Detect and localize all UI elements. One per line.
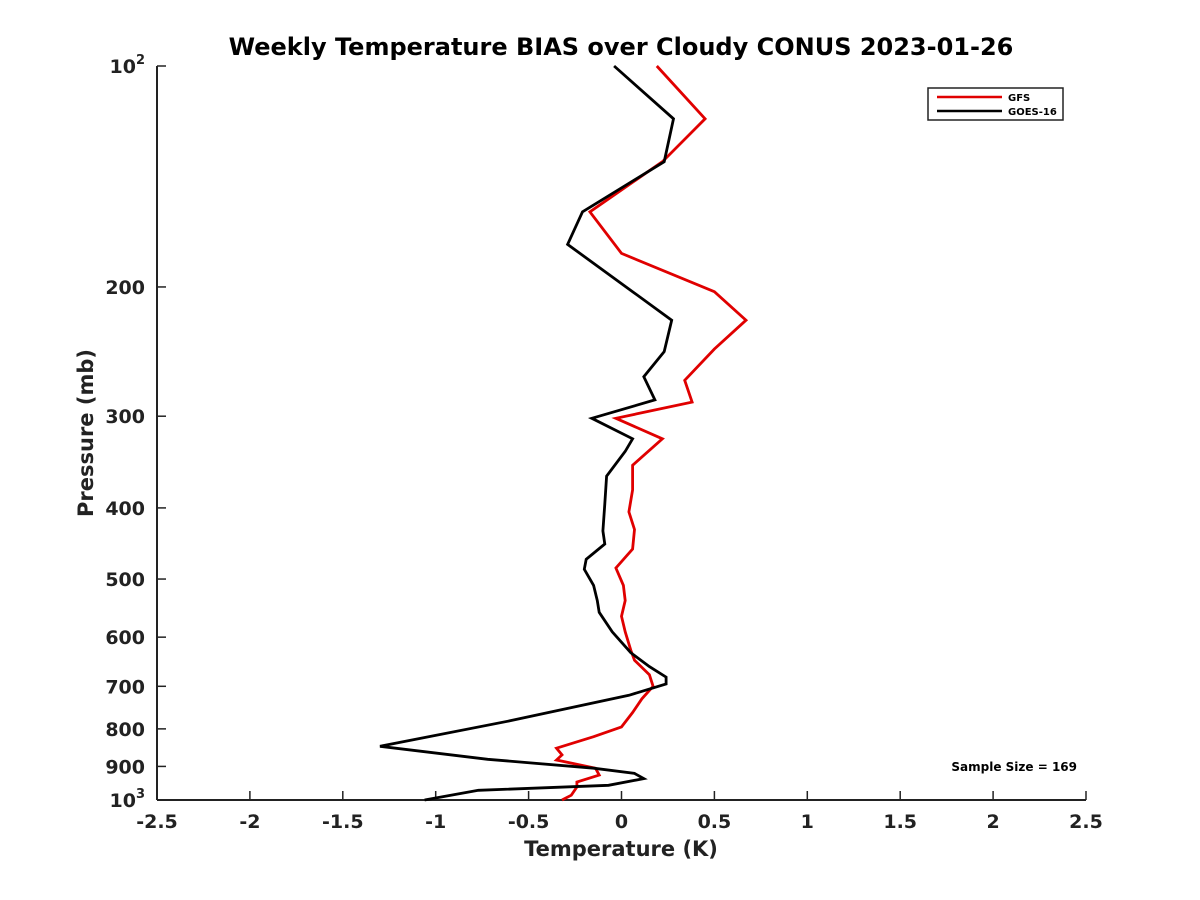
y-tick-label: 500 <box>105 569 145 591</box>
y-tick-label: 400 <box>105 498 145 520</box>
x-tick-label: 0.5 <box>698 811 732 833</box>
x-tick-label: 2.5 <box>1069 811 1103 833</box>
x-tick-label: 1.5 <box>883 811 917 833</box>
series-layer <box>379 64 749 802</box>
legend-label-goes16: GOES-16 <box>1008 107 1057 118</box>
x-tick-label: -0.5 <box>508 811 550 833</box>
y-tick-label: 103 <box>110 787 146 812</box>
y-tick-label: 700 <box>105 676 145 698</box>
x-axis-ticks: -2.5 -2 -1.5 -1 -0.5 0 0.5 1 1.5 2 2.5 <box>136 791 1103 833</box>
y-axis-ticks: 102 200 300 400 500 600 700 800 900 103 <box>105 53 166 812</box>
y-tick-label: 600 <box>105 627 145 649</box>
y-tick-label: 102 <box>110 53 146 78</box>
x-tick-label: -2 <box>239 811 260 833</box>
series-line-gfs <box>553 65 749 802</box>
x-tick-label: 1 <box>801 811 814 833</box>
series-line-goes16 <box>379 64 676 802</box>
y-tick-label: 900 <box>105 756 145 778</box>
sample-size-annotation: Sample Size = 169 <box>951 760 1077 774</box>
legend-box <box>927 87 1064 121</box>
legend: GFS GOES-16 <box>927 87 1064 121</box>
y-tick-label: 300 <box>105 406 145 428</box>
y-axis-label: Pressure (mb) <box>74 349 98 517</box>
y-tick-label: 800 <box>105 719 145 741</box>
legend-label-gfs: GFS <box>1008 93 1030 104</box>
x-tick-label: 2 <box>986 811 999 833</box>
x-tick-label: -1 <box>425 811 446 833</box>
x-tick-label: 0 <box>615 811 628 833</box>
x-axis-label: Temperature (K) <box>524 837 718 861</box>
plot-area: -2.5 -2 -1.5 -1 -0.5 0 0.5 1 1.5 2 2.5 102 200 300 40… <box>105 53 1103 833</box>
y-tick-label: 200 <box>105 277 145 299</box>
x-tick-label: -2.5 <box>136 811 178 833</box>
x-tick-label: -1.5 <box>322 811 364 833</box>
chart-title: Weekly Temperature BIAS over Cloudy CONU… <box>229 33 1014 61</box>
